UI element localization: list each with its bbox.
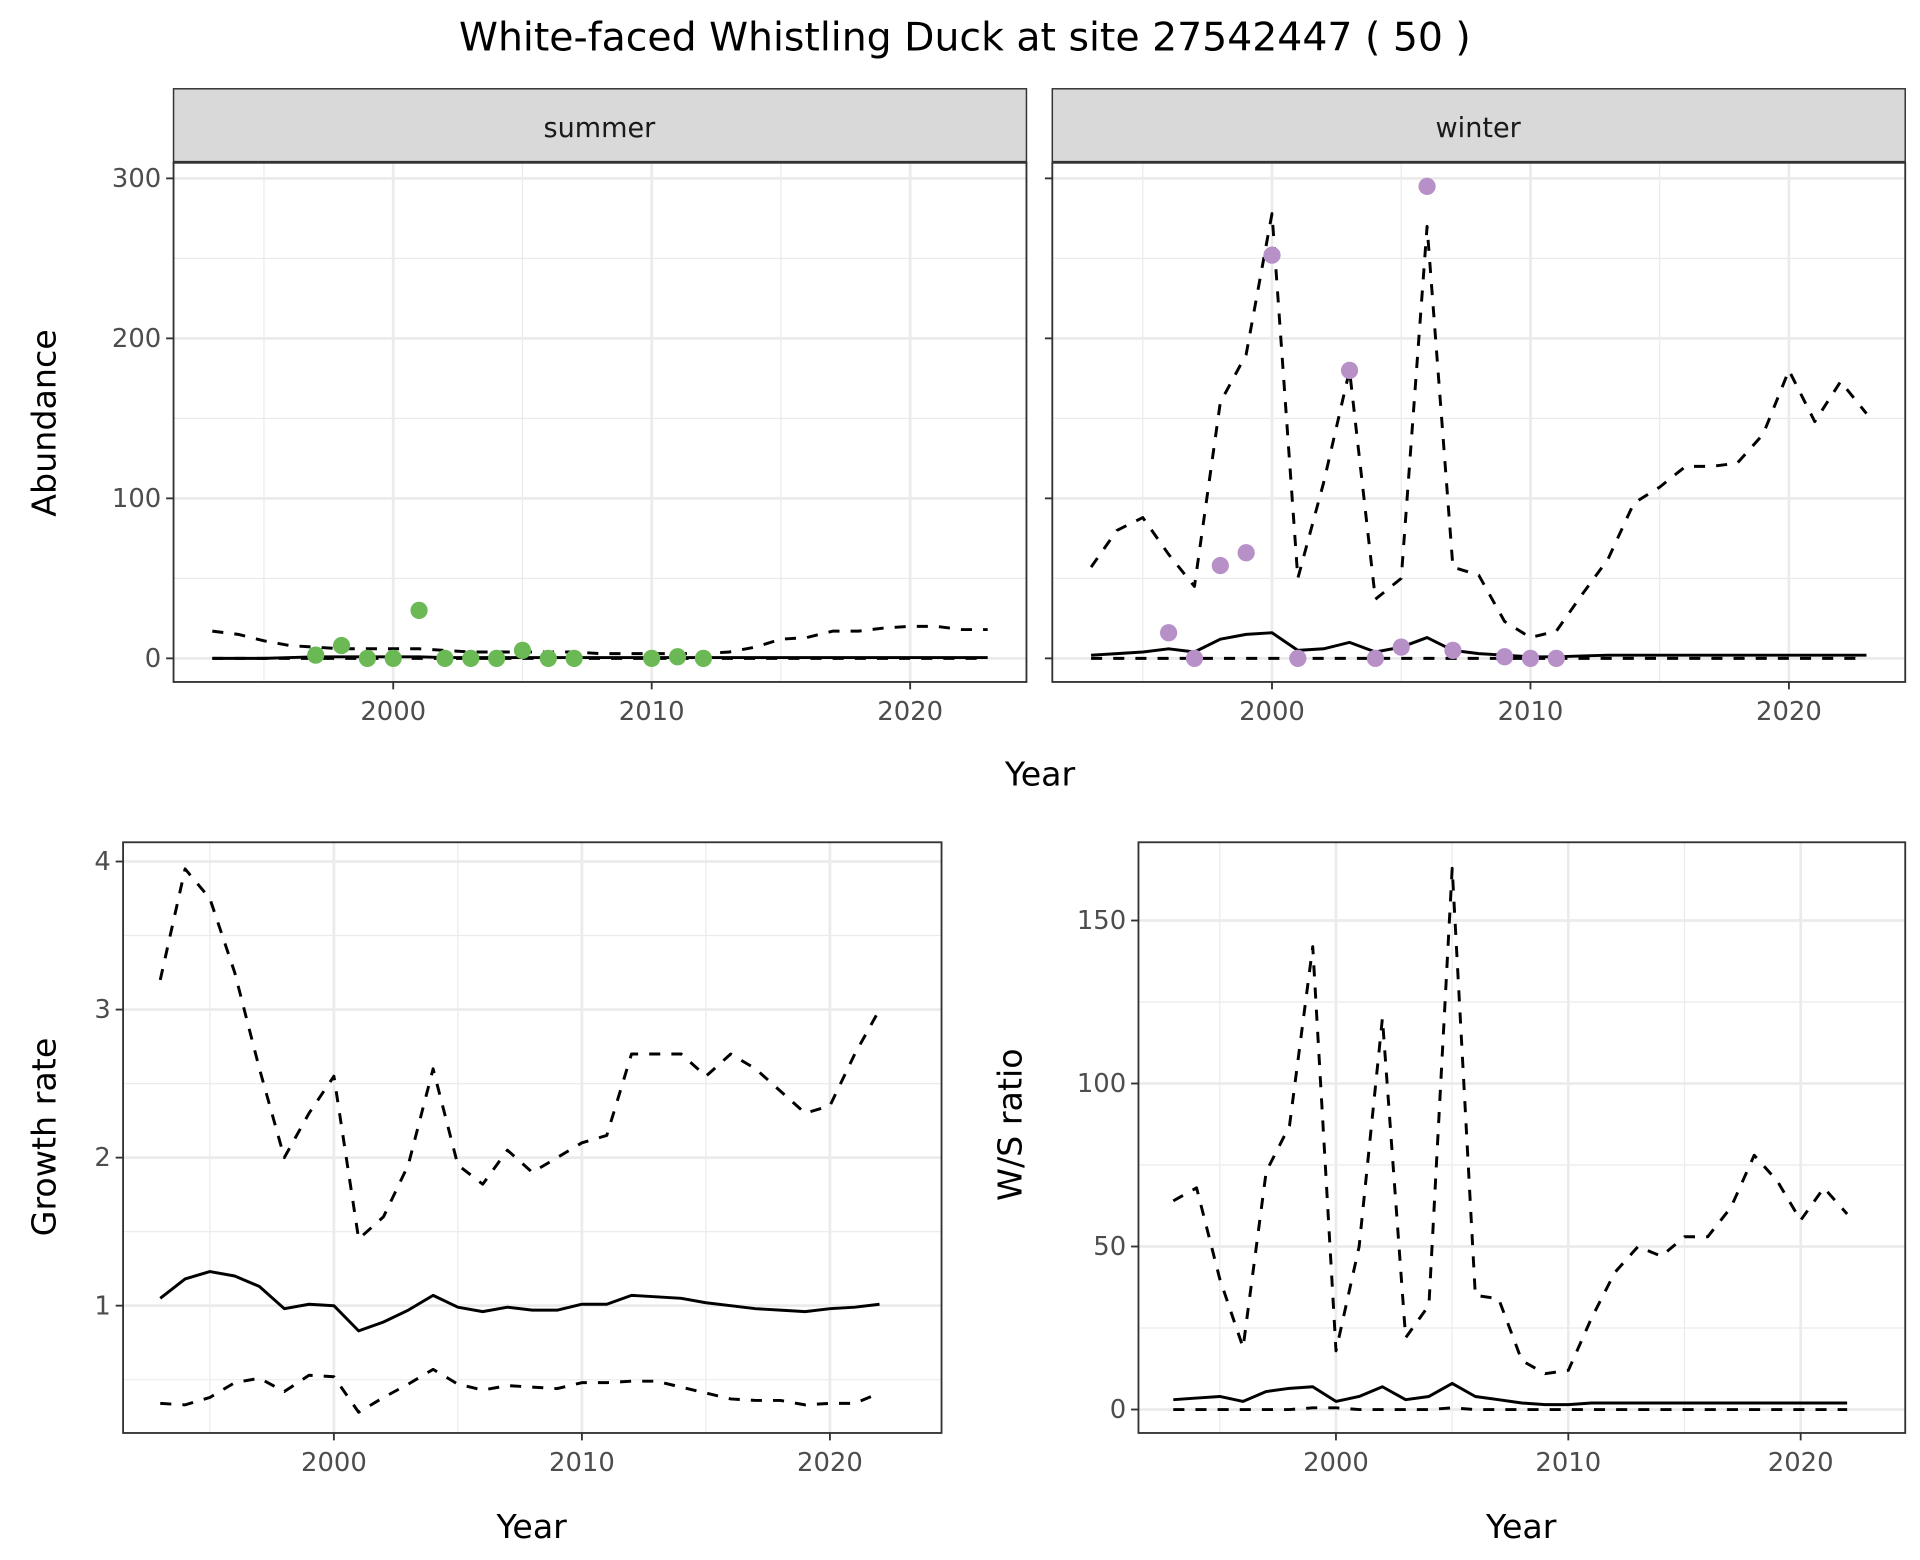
strip-summer: summer xyxy=(172,88,1028,165)
y-tick-label: 4 xyxy=(94,847,110,877)
data-point xyxy=(643,649,661,667)
x-tick-label: 2010 xyxy=(549,1448,615,1478)
data-point xyxy=(307,646,325,664)
panel-background xyxy=(173,162,1027,682)
dashed-interval-line xyxy=(158,867,881,1241)
data-point xyxy=(565,649,583,667)
data-point xyxy=(1392,638,1410,656)
y-tick-label: 0 xyxy=(1110,1395,1126,1425)
x-tick-label: 2000 xyxy=(301,1448,367,1478)
dashed-interval-line xyxy=(160,1367,881,1414)
data-point xyxy=(462,649,480,667)
y-tick-label: 300 xyxy=(112,164,161,194)
panel-ws-ratio: 2000 2010 2020 0 50 100 150 xyxy=(1077,841,1907,1478)
data-point xyxy=(1160,624,1178,642)
y-axis-title-ws: W/S ratio xyxy=(991,1048,1030,1201)
x-tick-label: 2020 xyxy=(1768,1448,1834,1478)
panel-border xyxy=(172,161,1028,683)
data-point xyxy=(488,649,506,667)
data-point xyxy=(1444,641,1462,659)
data-point xyxy=(384,649,402,667)
data-point xyxy=(513,641,532,659)
x-tick-label: 2020 xyxy=(1756,697,1822,727)
data-point xyxy=(1547,649,1565,667)
data-point xyxy=(1496,648,1514,666)
solid-median-line xyxy=(159,1270,880,1333)
y-tick-label: 2 xyxy=(94,1143,110,1173)
dashed-interval-line xyxy=(1172,866,1849,1376)
data-point xyxy=(539,649,557,667)
solid-median-line xyxy=(1090,631,1867,659)
x-tick-label: 2010 xyxy=(619,697,685,727)
data-point xyxy=(1418,177,1436,196)
data-point xyxy=(1289,649,1307,667)
panel-summer-abundance: 2000 2010 2020 0 100 200 300 xyxy=(112,161,1028,727)
panel-background xyxy=(123,842,942,1433)
y-tick-label: 150 xyxy=(1077,906,1126,936)
data-point xyxy=(1340,361,1359,380)
y-tick-label: 1 xyxy=(94,1291,110,1321)
x-tick-label: 2020 xyxy=(877,697,943,727)
panel-border xyxy=(1137,841,1907,1434)
y-tick-label: 0 xyxy=(145,644,161,674)
solid-median-line xyxy=(1173,1381,1848,1407)
data-point xyxy=(1185,649,1204,667)
data-point xyxy=(668,648,687,666)
y-axis-title-growth: Growth rate xyxy=(24,1038,63,1237)
panel-growth-rate: 2000 2010 2020 1 2 3 4 xyxy=(94,841,943,1478)
y-tick-label: 100 xyxy=(1077,1069,1126,1099)
strip-label-winter: winter xyxy=(1436,113,1522,144)
data-point xyxy=(1263,246,1281,264)
data-point xyxy=(358,649,376,667)
x-tick-label: 2000 xyxy=(1303,1448,1369,1478)
panel-background xyxy=(1138,842,1906,1433)
data-point xyxy=(1366,649,1384,667)
x-tick-label: 2010 xyxy=(1498,697,1564,727)
y-axis-title-abundance: Abundance xyxy=(24,329,63,516)
panel-background xyxy=(1052,162,1906,682)
dashed-interval-line xyxy=(1089,212,1868,640)
x-tick-label: 2010 xyxy=(1535,1448,1601,1478)
data-point xyxy=(332,636,351,655)
x-tick-label: 2000 xyxy=(360,697,426,727)
data-point xyxy=(436,649,454,667)
x-axis-title-growth: Year xyxy=(496,1507,568,1546)
data-point xyxy=(1521,649,1540,667)
strip-winter: winter xyxy=(1051,88,1906,165)
data-point xyxy=(410,601,428,619)
y-tick-label: 200 xyxy=(112,324,161,354)
panel-border xyxy=(1051,161,1907,683)
x-axis-title-ws: Year xyxy=(1485,1507,1557,1546)
y-tick-label: 100 xyxy=(112,484,161,514)
data-point xyxy=(1211,556,1229,575)
dashed-interval-line xyxy=(1173,1406,1848,1412)
dashed-interval-line xyxy=(212,624,988,656)
data-point xyxy=(694,649,712,667)
panel-winter-abundance: 2000 2010 2020 xyxy=(1044,161,1907,727)
x-tick-label: 2020 xyxy=(797,1448,863,1478)
x-tick-label: 2000 xyxy=(1239,697,1305,727)
figure-title: White-faced Whistling Duck at site 27542… xyxy=(459,15,1471,61)
y-tick-label: 50 xyxy=(1093,1232,1126,1262)
x-axis-title-abundance: Year xyxy=(1004,755,1076,794)
data-point xyxy=(1237,544,1255,562)
strip-label-summer: summer xyxy=(543,113,656,144)
y-tick-label: 3 xyxy=(94,995,110,1025)
panel-border xyxy=(122,841,943,1434)
